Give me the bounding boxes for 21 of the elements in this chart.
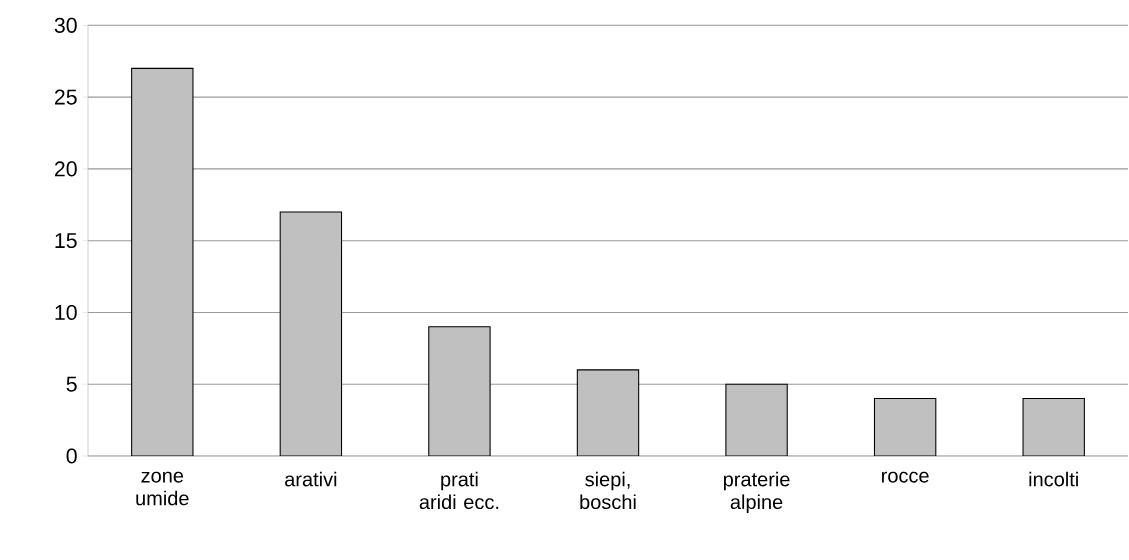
bar — [725, 383, 788, 456]
x-tick-label: prati aridi ecc. — [419, 471, 499, 510]
bar — [873, 398, 937, 456]
x-tick-label: rocce — [882, 471, 929, 483]
x-tick-label: arativi — [285, 471, 337, 487]
bar — [576, 369, 640, 456]
x-tick-label: incolti — [1029, 471, 1078, 487]
y-tick-label: 30 — [54, 17, 77, 33]
x-tick-label: siepi, boschi — [580, 471, 636, 510]
y-tick-label: 10 — [55, 304, 77, 320]
y-tick-label: 20 — [54, 161, 77, 177]
y-tick-label: 15 — [55, 233, 77, 249]
bar — [428, 326, 491, 456]
y-tick-label: 25 — [54, 89, 77, 105]
y-tick-label: 0 — [66, 448, 77, 464]
x-tick-label: praterie alpine — [723, 471, 790, 514]
x-tick-label: zone umide — [136, 471, 189, 506]
bar — [279, 211, 343, 456]
bar — [1022, 398, 1085, 456]
y-tick-label: 5 — [66, 376, 77, 392]
bar — [131, 67, 194, 456]
